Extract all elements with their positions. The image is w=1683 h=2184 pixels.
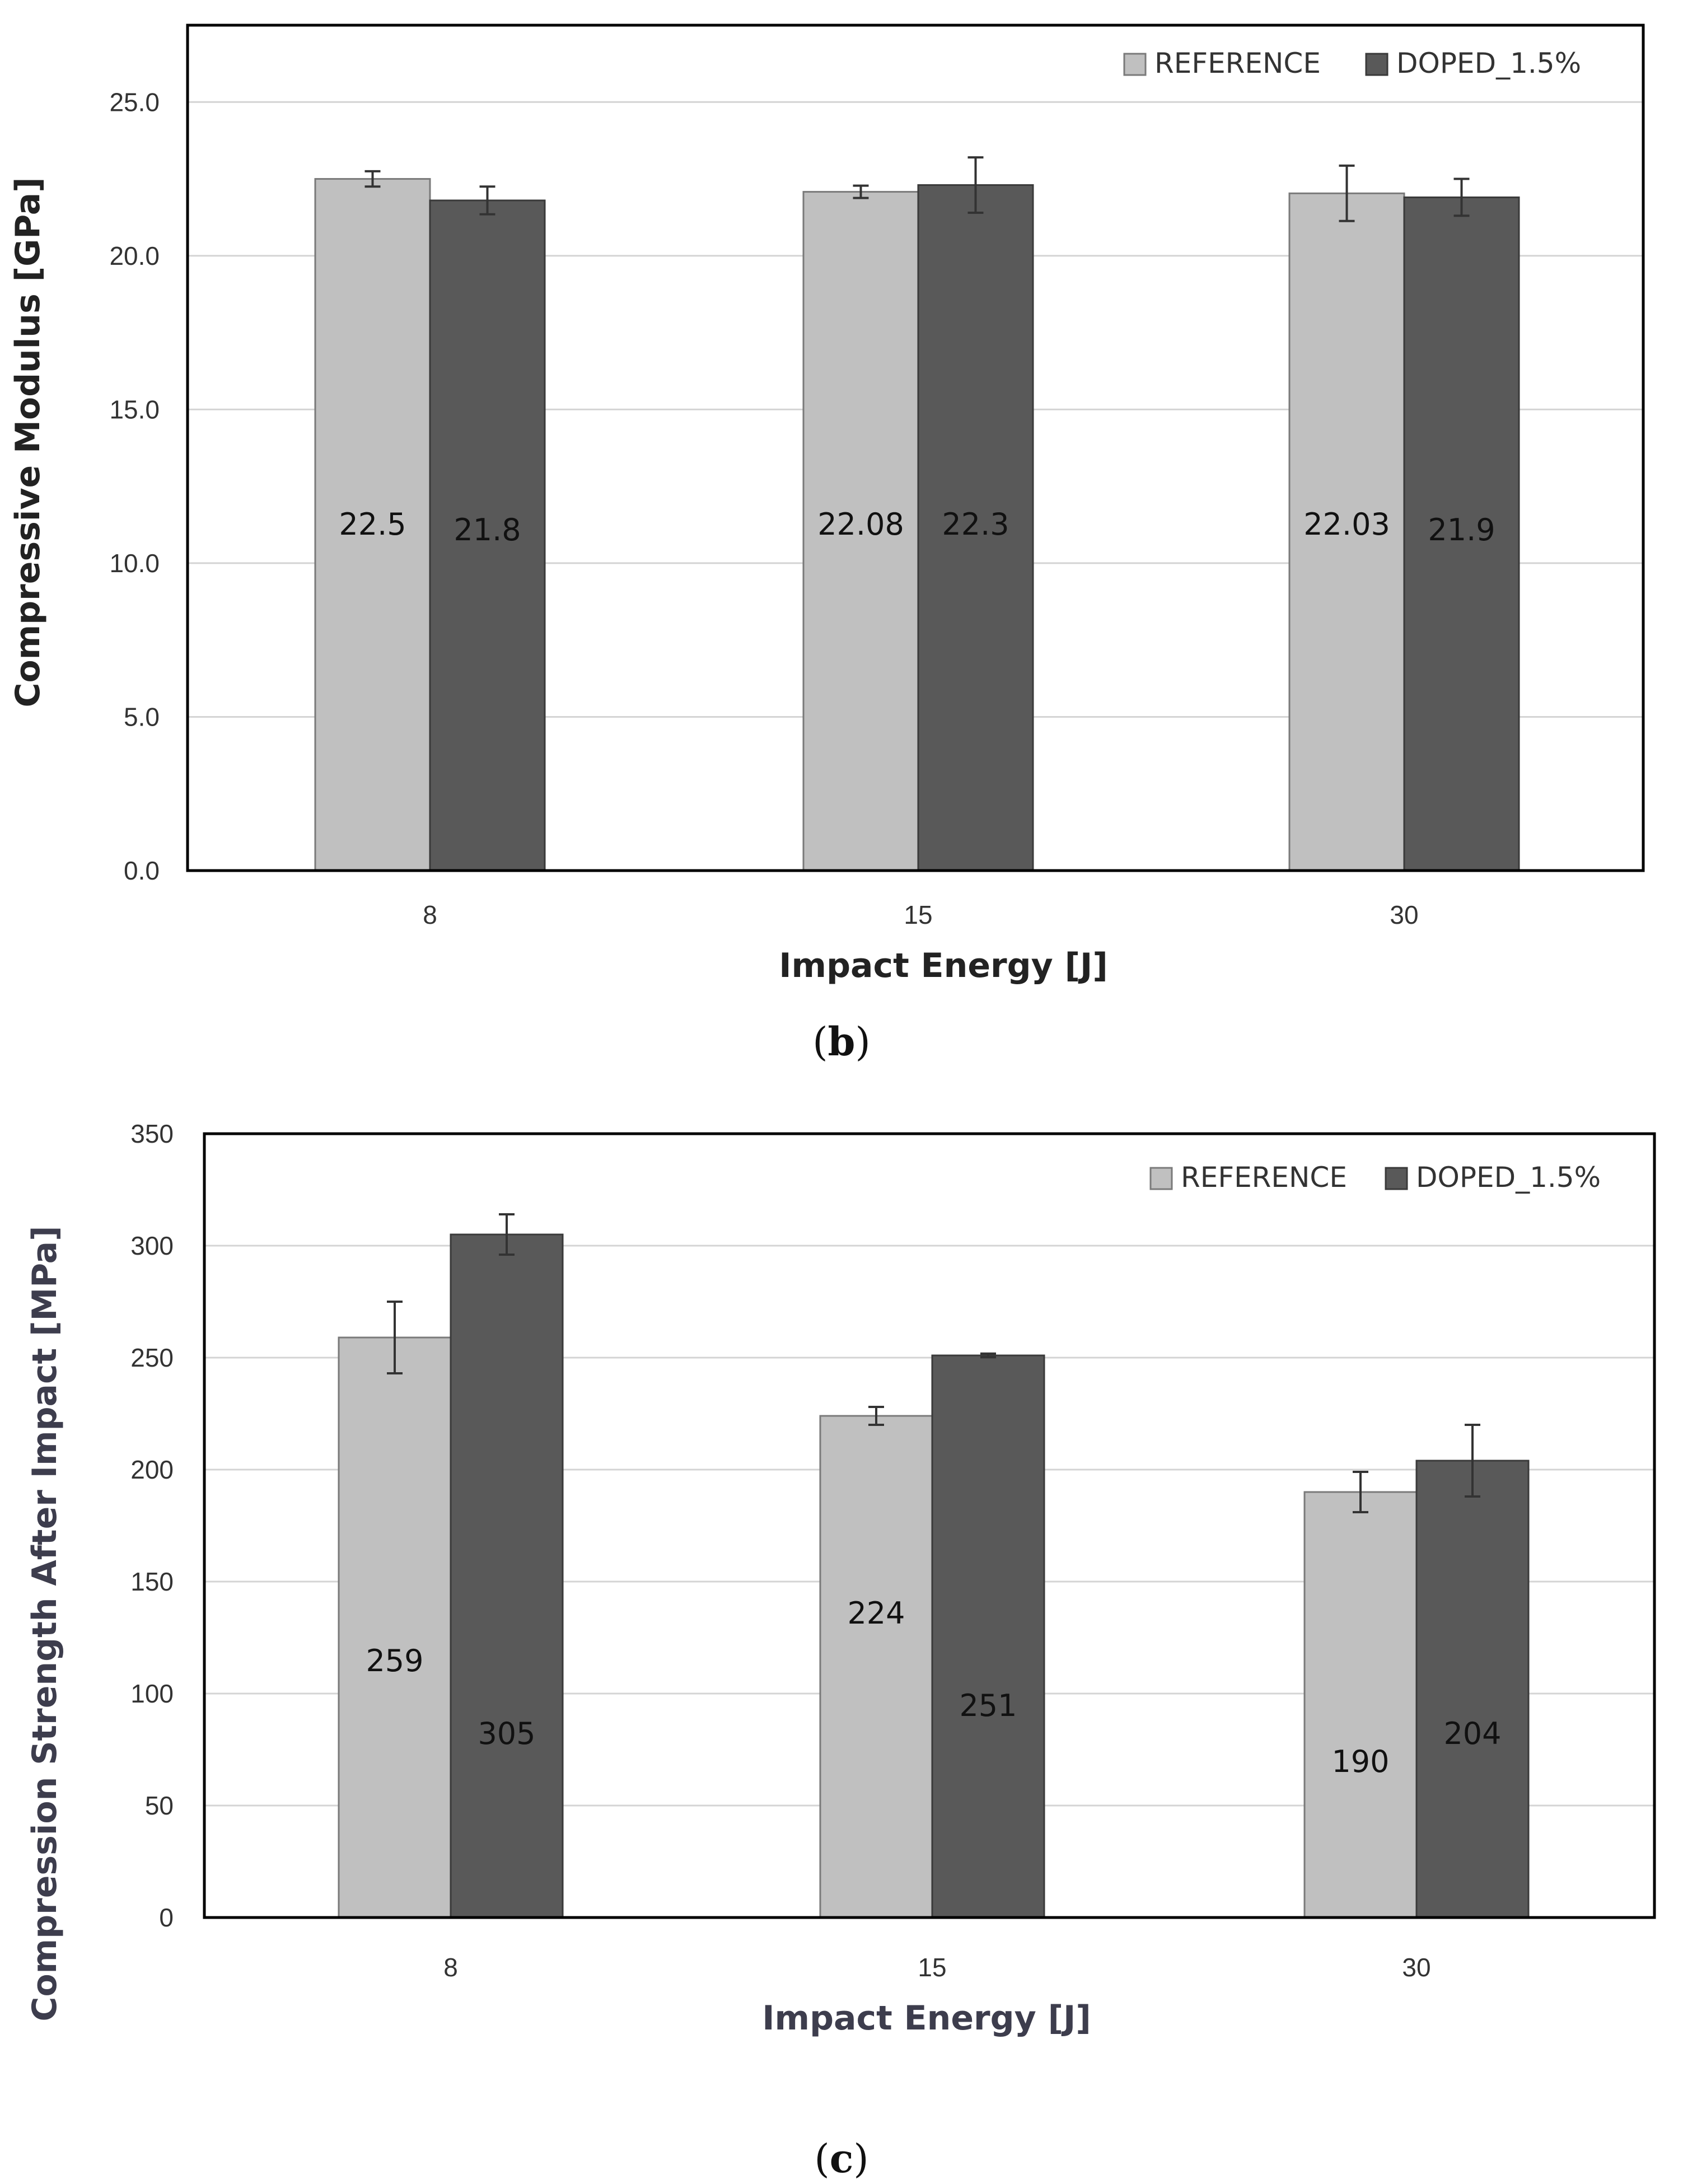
bar	[1415, 1460, 1530, 1919]
data-label: 251	[959, 1688, 1017, 1723]
legend-label: DOPED_1.5%	[1416, 1161, 1601, 1194]
y-tick-label: 25.0	[109, 87, 160, 116]
data-label: 22.08	[817, 507, 904, 542]
bar	[1403, 196, 1520, 872]
plot-frame	[186, 24, 1645, 872]
bar	[450, 1233, 564, 1919]
y-tick-label: 10.0	[109, 549, 160, 578]
panel-label: (b)	[812, 1018, 871, 1064]
chart-compressive-modulus: 0.0 5.0 10.0 15.0 20.0 25.0 22.5 21.8 8 22.08 22.3…	[8, 24, 1645, 1064]
y-tick-label: 300	[130, 1231, 174, 1260]
legend-label: DOPED_1.5%	[1396, 47, 1581, 79]
data-label: 190	[1331, 1744, 1389, 1779]
x-tick-label: 15	[904, 900, 932, 929]
legend-label: REFERENCE	[1154, 47, 1321, 79]
y-axis-title: Compression Strength After Impact [MPa]	[25, 1226, 64, 2021]
legend-swatch	[1149, 1167, 1173, 1190]
data-label: 21.9	[1428, 512, 1495, 548]
x-tick-label: 30	[1402, 1953, 1430, 1982]
bar	[1303, 1491, 1418, 1919]
y-tick-label: 20.0	[109, 241, 160, 270]
bar	[917, 184, 1034, 872]
legend-swatch	[1365, 53, 1389, 76]
y-tick-label: 100	[130, 1679, 174, 1708]
x-tick-label: 8	[423, 900, 437, 929]
bar	[819, 1415, 933, 1919]
data-label: 305	[478, 1716, 535, 1751]
data-label: 259	[366, 1643, 423, 1678]
bar	[802, 191, 919, 872]
legend-swatch	[1123, 53, 1147, 76]
y-tick-label: 5.0	[124, 702, 160, 731]
x-tick-label: 8	[443, 1953, 458, 1982]
x-axis-title: Impact Energy [J]	[779, 946, 1108, 985]
y-tick-label: 150	[130, 1567, 174, 1596]
legend-label: REFERENCE	[1181, 1161, 1347, 1194]
panel-label: (c)	[814, 2135, 868, 2182]
y-axis-title: Compressive Modulus [GPa]	[8, 177, 48, 707]
data-label: 204	[1443, 1716, 1501, 1751]
y-tick-label: 50	[145, 1791, 174, 1820]
data-label: 22.3	[942, 507, 1009, 542]
data-label: 21.8	[454, 512, 521, 548]
bar	[429, 199, 546, 872]
y-tick-label: 0.0	[124, 856, 160, 885]
bar	[338, 1336, 452, 1919]
bar	[931, 1354, 1045, 1919]
legend-swatch	[1385, 1167, 1408, 1190]
data-label: 224	[847, 1596, 905, 1631]
y-tick-label: 15.0	[109, 395, 160, 424]
y-tick-label: 0	[159, 1903, 174, 1932]
y-tick-label: 250	[130, 1343, 174, 1372]
plot-frame	[203, 1132, 1656, 1919]
chart-compression-strength: 0 50 100 150 200 250 300 350 259 305 8 224 251 15 190 2…	[25, 1119, 1656, 2182]
x-axis-title: Impact Energy [J]	[762, 1999, 1091, 2038]
x-tick-label: 15	[918, 1953, 946, 1982]
x-tick-label: 30	[1390, 900, 1418, 929]
bar	[314, 178, 431, 872]
y-tick-label: 200	[130, 1455, 174, 1484]
y-tick-label: 350	[130, 1119, 174, 1148]
data-label: 22.5	[339, 507, 406, 542]
data-label: 22.03	[1303, 507, 1390, 542]
